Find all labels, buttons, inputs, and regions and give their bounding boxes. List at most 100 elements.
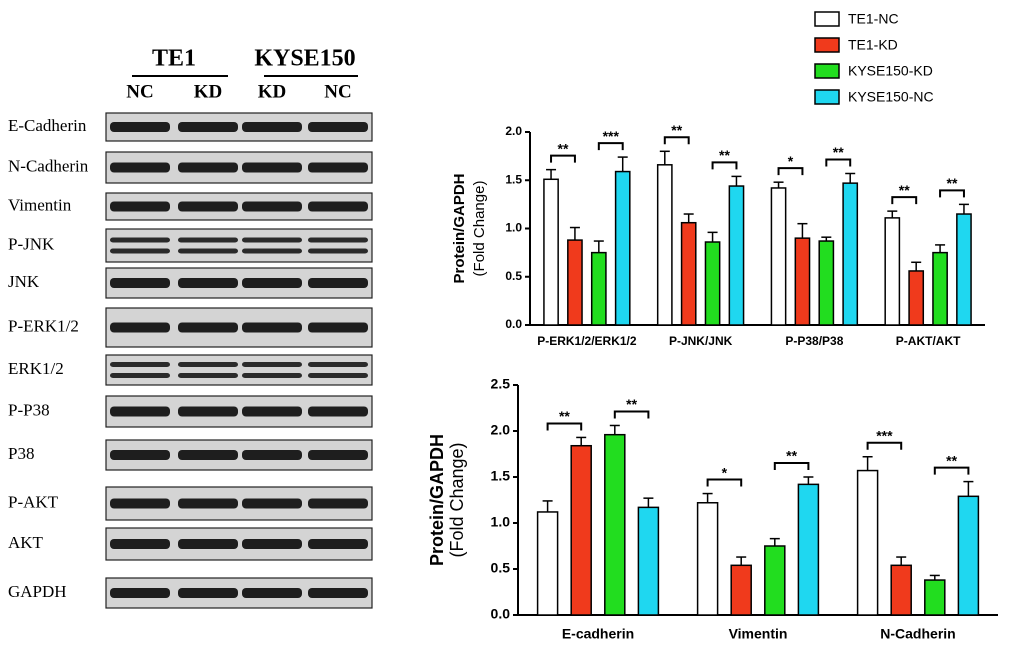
bar [604, 433, 626, 616]
bar [890, 564, 912, 616]
significance-label: ** [671, 122, 682, 138]
significance-label: * [788, 153, 794, 169]
band [242, 122, 302, 132]
x-tick-label: P-JNK/JNK [669, 334, 733, 348]
band [308, 278, 368, 288]
blot-strip [105, 228, 373, 263]
significance-label: ** [719, 147, 730, 163]
significance-label: ** [626, 396, 637, 412]
y-axis-title: Protein/GAPDH [451, 173, 468, 283]
bar [728, 185, 745, 326]
band [308, 406, 368, 417]
band [242, 498, 302, 509]
y-tick-label: 0.5 [491, 560, 511, 576]
group-label: KYSE150 [254, 46, 355, 72]
band [242, 406, 302, 417]
protein-label: P-P38 [8, 400, 50, 419]
band [242, 237, 302, 243]
band [242, 201, 302, 212]
x-tick-label: P-AKT/AKT [896, 334, 961, 348]
x-tick-label: P-P38/P38 [785, 334, 843, 348]
bar [704, 241, 721, 326]
y-tick-label: 0.0 [505, 317, 522, 331]
protein-label: GAPDH [8, 582, 67, 601]
y-axis-title: Protein/GAPDH [427, 434, 447, 566]
significance-label: ** [946, 452, 957, 468]
lane-label: KD [258, 81, 287, 102]
band [178, 122, 238, 132]
legend-swatch [814, 63, 840, 79]
protein-label: P-ERK1/2 [8, 316, 79, 335]
significance-label: *** [876, 427, 893, 443]
significance-bracket [866, 441, 903, 450]
significance-bracket [663, 136, 690, 145]
band [110, 406, 170, 417]
bar [590, 251, 607, 326]
x-tick-label: Vimentin [729, 626, 788, 642]
band [242, 450, 302, 460]
protein-label: E-Cadherin [8, 116, 87, 135]
band [110, 362, 170, 367]
band [242, 362, 302, 367]
band [308, 373, 368, 378]
lane-label: NC [324, 81, 351, 102]
group-label: TE1 [152, 46, 196, 72]
band [308, 588, 368, 598]
significance-bracket [613, 410, 650, 419]
band [308, 362, 368, 367]
band [110, 539, 170, 549]
band [110, 237, 170, 243]
band [308, 201, 368, 212]
protein-label: P-JNK [8, 234, 55, 253]
legend-label: KYSE150-NC [848, 89, 934, 105]
y-tick-label: 1.5 [491, 468, 511, 484]
band [308, 237, 368, 243]
bar [842, 182, 859, 326]
protein-label: Vimentin [8, 195, 72, 214]
significance-label: ** [899, 182, 910, 198]
band [308, 322, 368, 333]
legend-label: KYSE150-KD [848, 63, 933, 79]
legend-label: TE1-NC [848, 11, 899, 27]
band [110, 373, 170, 378]
band [178, 373, 238, 378]
band [242, 322, 302, 333]
protein-label: P-AKT [8, 492, 59, 511]
band [242, 539, 302, 549]
protein-label: AKT [8, 533, 44, 552]
y-tick-label: 1.5 [505, 172, 522, 186]
significance-bracket [546, 422, 583, 431]
band [308, 498, 368, 509]
x-tick-label: E-cadherin [562, 626, 634, 642]
bar [567, 239, 583, 326]
bar [794, 237, 811, 326]
protein-label: P38 [8, 444, 34, 463]
legend-swatch [814, 11, 840, 27]
band [242, 162, 302, 173]
y-tick-label: 0.5 [505, 269, 522, 283]
bar [764, 545, 786, 616]
band [308, 539, 368, 549]
band [110, 498, 170, 509]
y-tick-label: 0.0 [491, 606, 511, 622]
band [308, 248, 368, 254]
significance-bracket [825, 158, 852, 167]
y-tick-label: 2.0 [491, 422, 511, 438]
band [178, 248, 238, 254]
band [178, 237, 238, 243]
band [110, 450, 170, 460]
protein-label: JNK [8, 272, 40, 291]
band [178, 322, 238, 333]
band [110, 248, 170, 254]
legend-label: TE1-KD [848, 37, 898, 53]
band [110, 322, 170, 333]
lane-label: KD [194, 81, 223, 102]
lane-label: NC [126, 81, 153, 102]
bar [818, 240, 835, 326]
significance-bracket [597, 142, 624, 151]
bar [956, 213, 972, 326]
significance-bracket [939, 189, 965, 198]
y-tick-label: 1.0 [505, 221, 522, 235]
band [178, 450, 238, 460]
